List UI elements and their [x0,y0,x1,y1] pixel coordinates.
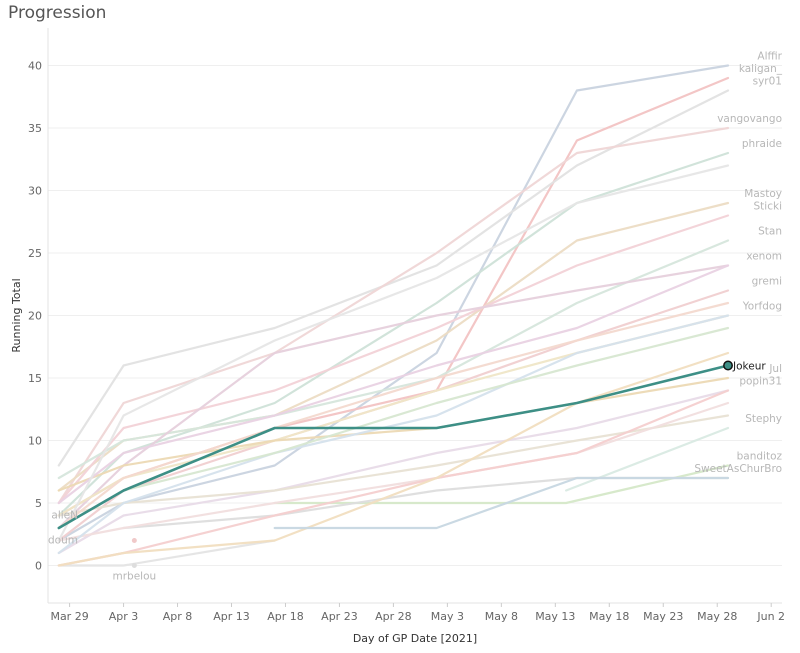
series-label: Stan [758,226,782,238]
x-tick-label: May 13 [535,610,575,623]
series-label: Sticki [754,201,782,213]
x-tick-label: Mar 29 [50,610,88,623]
series-line [57,214,730,505]
x-tick-label: May 8 [485,610,518,623]
series-line [57,164,730,542]
series-label: phraide [742,138,782,150]
series-label: Mastoy [744,188,782,200]
x-tick-label: May 23 [643,610,683,623]
x-tick-label: May 3 [431,610,464,623]
series-line [57,126,730,505]
y-tick-label: 0 [35,560,42,573]
series-line [57,301,730,530]
series-label: mrbelou [113,571,157,583]
series-label: alieN [51,510,78,522]
series-label: Jokeur [732,361,766,373]
x-tick-label: Apr 8 [163,610,193,623]
series-line [57,201,730,492]
y-tick-label: 40 [28,60,42,73]
x-tick-label: Apr 23 [321,610,358,623]
series-label: xenom [746,251,782,263]
series-label: kaligan_ [739,63,783,75]
series-line [57,539,276,567]
series-label: Stephy [745,413,782,425]
y-tick-label: 30 [28,185,42,198]
x-tick-label: May 28 [697,610,737,623]
highlighted-series-line [57,364,730,530]
series-label: popin31 [739,376,782,388]
series-label: doum [48,535,78,547]
y-tick-label: 25 [28,247,42,260]
series-label: gremi [752,276,782,288]
x-tick-label: Apr 18 [267,610,304,623]
series-line [57,239,730,480]
y-tick-label: 5 [35,497,42,510]
series-line [57,151,730,517]
chart-title: Progression [8,3,107,23]
series-line [57,314,730,555]
series-line [564,426,730,492]
x-tick-label: Jun 2 [756,610,785,623]
series-label: Yorfdog [742,301,782,313]
series-line [57,414,730,517]
series-label: syr01 [753,76,782,88]
x-tick-label: Apr 28 [375,610,412,623]
series-line [57,264,730,505]
series-line [273,476,730,530]
x-tick-label: Apr 3 [109,610,139,623]
data-point-marker [131,538,137,543]
series-line [57,89,730,467]
y-axis-title: Running Total [10,278,23,352]
series-label: banditoz [737,451,783,463]
x-tick-label: May 18 [589,610,629,623]
series-line [57,264,730,530]
data-point-marker [131,563,137,568]
y-tick-label: 20 [28,310,42,323]
series-label: Alffir [757,51,782,63]
series-label: SweetAsChurBro [694,463,782,475]
series-line [57,351,730,567]
series-label: Jul [768,363,782,375]
y-tick-label: 35 [28,122,42,135]
series-line [57,389,730,555]
x-axis-title: Day of GP Date [2021] [353,632,477,645]
y-tick-label: 10 [28,435,42,448]
x-tick-label: Apr 13 [213,610,250,623]
y-tick-label: 15 [28,372,42,385]
highlight-end-marker [723,360,733,371]
series-label: vangovango [717,113,782,125]
series-line [57,401,730,542]
